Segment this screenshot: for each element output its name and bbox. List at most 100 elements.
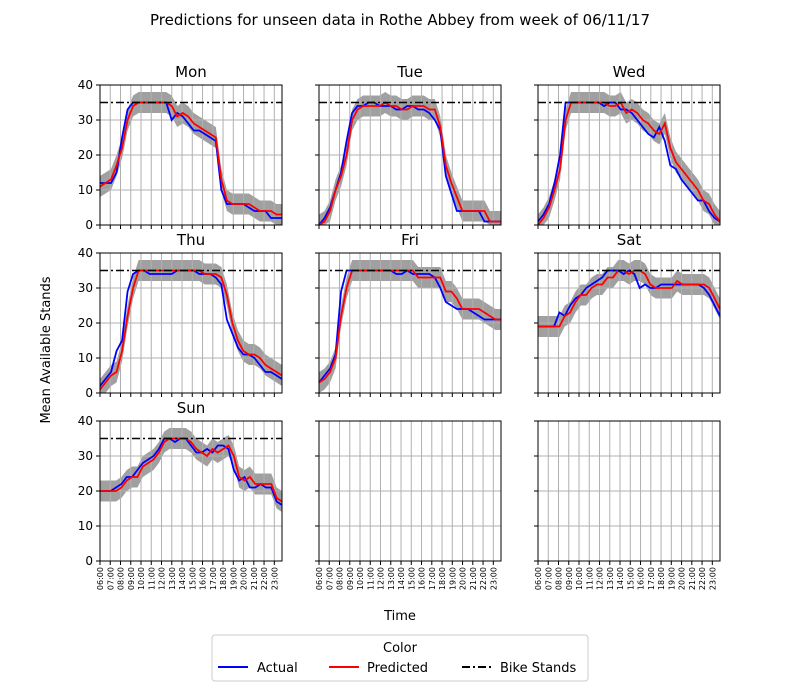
x-tick-label: 16:00 bbox=[199, 567, 208, 590]
x-tick-label: 13:00 bbox=[168, 567, 177, 590]
y-tick-label: 20 bbox=[78, 148, 93, 162]
panel-title: Mon bbox=[175, 63, 207, 81]
panel-title: Sun bbox=[177, 399, 206, 417]
x-tick-label: 15:00 bbox=[407, 567, 416, 590]
x-tick-label: 14:00 bbox=[178, 567, 187, 590]
x-tick-label: 08:00 bbox=[555, 567, 564, 590]
y-tick-label: 20 bbox=[78, 484, 93, 498]
x-tick-label: 19:00 bbox=[229, 567, 238, 590]
x-tick-label: 21:00 bbox=[250, 567, 259, 590]
x-tick-label: 15:00 bbox=[188, 567, 197, 590]
x-tick-label: 10:00 bbox=[356, 567, 365, 590]
x-tick-label: 20:00 bbox=[240, 567, 249, 590]
x-tick-label: 12:00 bbox=[596, 567, 605, 590]
series-predicted bbox=[100, 437, 283, 503]
x-tick-label: 07:00 bbox=[106, 567, 115, 590]
x-tick-label: 09:00 bbox=[127, 567, 136, 590]
panel-thu: Thu 0 10 20 30 40 bbox=[78, 231, 283, 400]
panel-title: Sat bbox=[617, 231, 642, 249]
x-tick-label: 14:00 bbox=[397, 567, 406, 590]
y-tick-label: 10 bbox=[78, 519, 93, 533]
series-actual bbox=[100, 101, 282, 219]
panel-tue: Tue bbox=[315, 63, 502, 229]
y-tick-label: 40 bbox=[78, 414, 93, 428]
panel-wed: Wed bbox=[534, 63, 721, 229]
y-tick-label: 30 bbox=[78, 113, 93, 127]
y-axis-label: Mean Available Stands bbox=[39, 276, 54, 423]
panel-title: Tue bbox=[396, 63, 423, 81]
x-tick-label: 12:00 bbox=[377, 567, 386, 590]
x-axis-label: Time bbox=[383, 609, 416, 624]
panel-title: Fri bbox=[401, 231, 419, 249]
x-tick-label: 16:00 bbox=[418, 567, 427, 590]
legend-actual-label: Actual bbox=[257, 661, 298, 676]
x-tick-label: 12:00 bbox=[158, 567, 167, 590]
x-tick-label: 08:00 bbox=[117, 567, 126, 590]
x-tick-label: 21:00 bbox=[688, 567, 697, 590]
figure-title: Predictions for unseen data in Rothe Abb… bbox=[150, 11, 650, 29]
x-tick-label: 17:00 bbox=[209, 567, 218, 590]
x-tick-label: 13:00 bbox=[606, 567, 615, 590]
panel-empty-7: 06:00 07:00 08:00 09:00 10:00 11:00 12:00 13:00… bbox=[315, 420, 502, 590]
x-tick-label: 20:00 bbox=[678, 567, 687, 590]
y-tick-label: 40 bbox=[78, 78, 93, 92]
y-tick-label: 10 bbox=[78, 351, 93, 365]
series-actual bbox=[100, 437, 283, 506]
y-tick-label: 40 bbox=[78, 246, 93, 260]
y-tick-label: 30 bbox=[78, 281, 93, 295]
x-tick-label: 23:00 bbox=[489, 567, 498, 590]
x-tick-label: 11:00 bbox=[366, 567, 375, 590]
x-tick-label: 19:00 bbox=[667, 567, 676, 590]
panel-empty-8: 06:00 07:00 08:00 09:00 10:00 11:00 12:00 13:00… bbox=[534, 420, 721, 590]
x-tick-label: 10:00 bbox=[575, 567, 584, 590]
confidence-band bbox=[538, 260, 720, 337]
x-tick-label: 09:00 bbox=[346, 567, 355, 590]
y-tick-label: 20 bbox=[78, 316, 93, 330]
x-tick-label: 18:00 bbox=[657, 567, 666, 590]
x-tick-label: 14:00 bbox=[616, 567, 625, 590]
x-tick-label: 10:00 bbox=[137, 567, 146, 590]
x-tick-label: 09:00 bbox=[565, 567, 574, 590]
x-tick-label: 06:00 bbox=[96, 567, 105, 590]
x-tick-label: 22:00 bbox=[698, 567, 707, 590]
panel-sun: Sun 0 10 20 30 40 06:00 07:00 08:00 09:00 10:00 11:… bbox=[78, 399, 283, 590]
x-tick-label: 11:00 bbox=[147, 567, 156, 590]
series-predicted bbox=[538, 269, 721, 328]
panels-grid: Mon 0 10 20 30 40 Tue Wed Thu 0 10 20 30 40 Fri Sat Sun 0… bbox=[78, 63, 721, 590]
panel-mon: Mon 0 10 20 30 40 bbox=[78, 63, 283, 232]
x-tick-label: 08:00 bbox=[336, 567, 345, 590]
y-tick-label: 30 bbox=[78, 449, 93, 463]
x-tick-label: 22:00 bbox=[479, 567, 488, 590]
y-tick-label: 0 bbox=[85, 386, 93, 400]
confidence-band bbox=[319, 260, 501, 393]
x-tick-label: 15:00 bbox=[626, 567, 635, 590]
legend-box bbox=[211, 634, 589, 682]
series-predicted bbox=[99, 101, 282, 216]
x-tick-label: 16:00 bbox=[637, 567, 646, 590]
x-tick-label: 11:00 bbox=[585, 567, 594, 590]
x-tick-label: 07:00 bbox=[325, 567, 334, 590]
panel-sat: Sat bbox=[534, 231, 721, 397]
legend-bike-stands-label: Bike Stands bbox=[500, 661, 577, 676]
x-tick-label: 13:00 bbox=[387, 567, 396, 590]
x-tick-label: 18:00 bbox=[219, 567, 228, 590]
panel-title: Thu bbox=[176, 231, 205, 249]
legend: Color Actual Predicted Bike Stands bbox=[211, 634, 589, 682]
x-tick-label: 22:00 bbox=[260, 567, 269, 590]
panel-fri: Fri bbox=[315, 231, 502, 397]
confidence-band bbox=[538, 92, 720, 225]
legend-predicted-label: Predicted bbox=[367, 661, 428, 676]
x-tick-label: 18:00 bbox=[438, 567, 447, 590]
series-predicted bbox=[318, 101, 501, 226]
y-tick-label: 0 bbox=[85, 218, 93, 232]
x-tick-label: 20:00 bbox=[459, 567, 468, 590]
x-tick-label: 17:00 bbox=[647, 567, 656, 590]
series-actual bbox=[318, 269, 501, 384]
legend-title: Color bbox=[383, 641, 418, 656]
series-predicted bbox=[537, 101, 721, 226]
x-tick-label: 06:00 bbox=[315, 567, 324, 590]
x-tick-label: 23:00 bbox=[270, 567, 279, 590]
y-tick-label: 10 bbox=[78, 183, 93, 197]
y-tick-label: 0 bbox=[85, 554, 93, 568]
